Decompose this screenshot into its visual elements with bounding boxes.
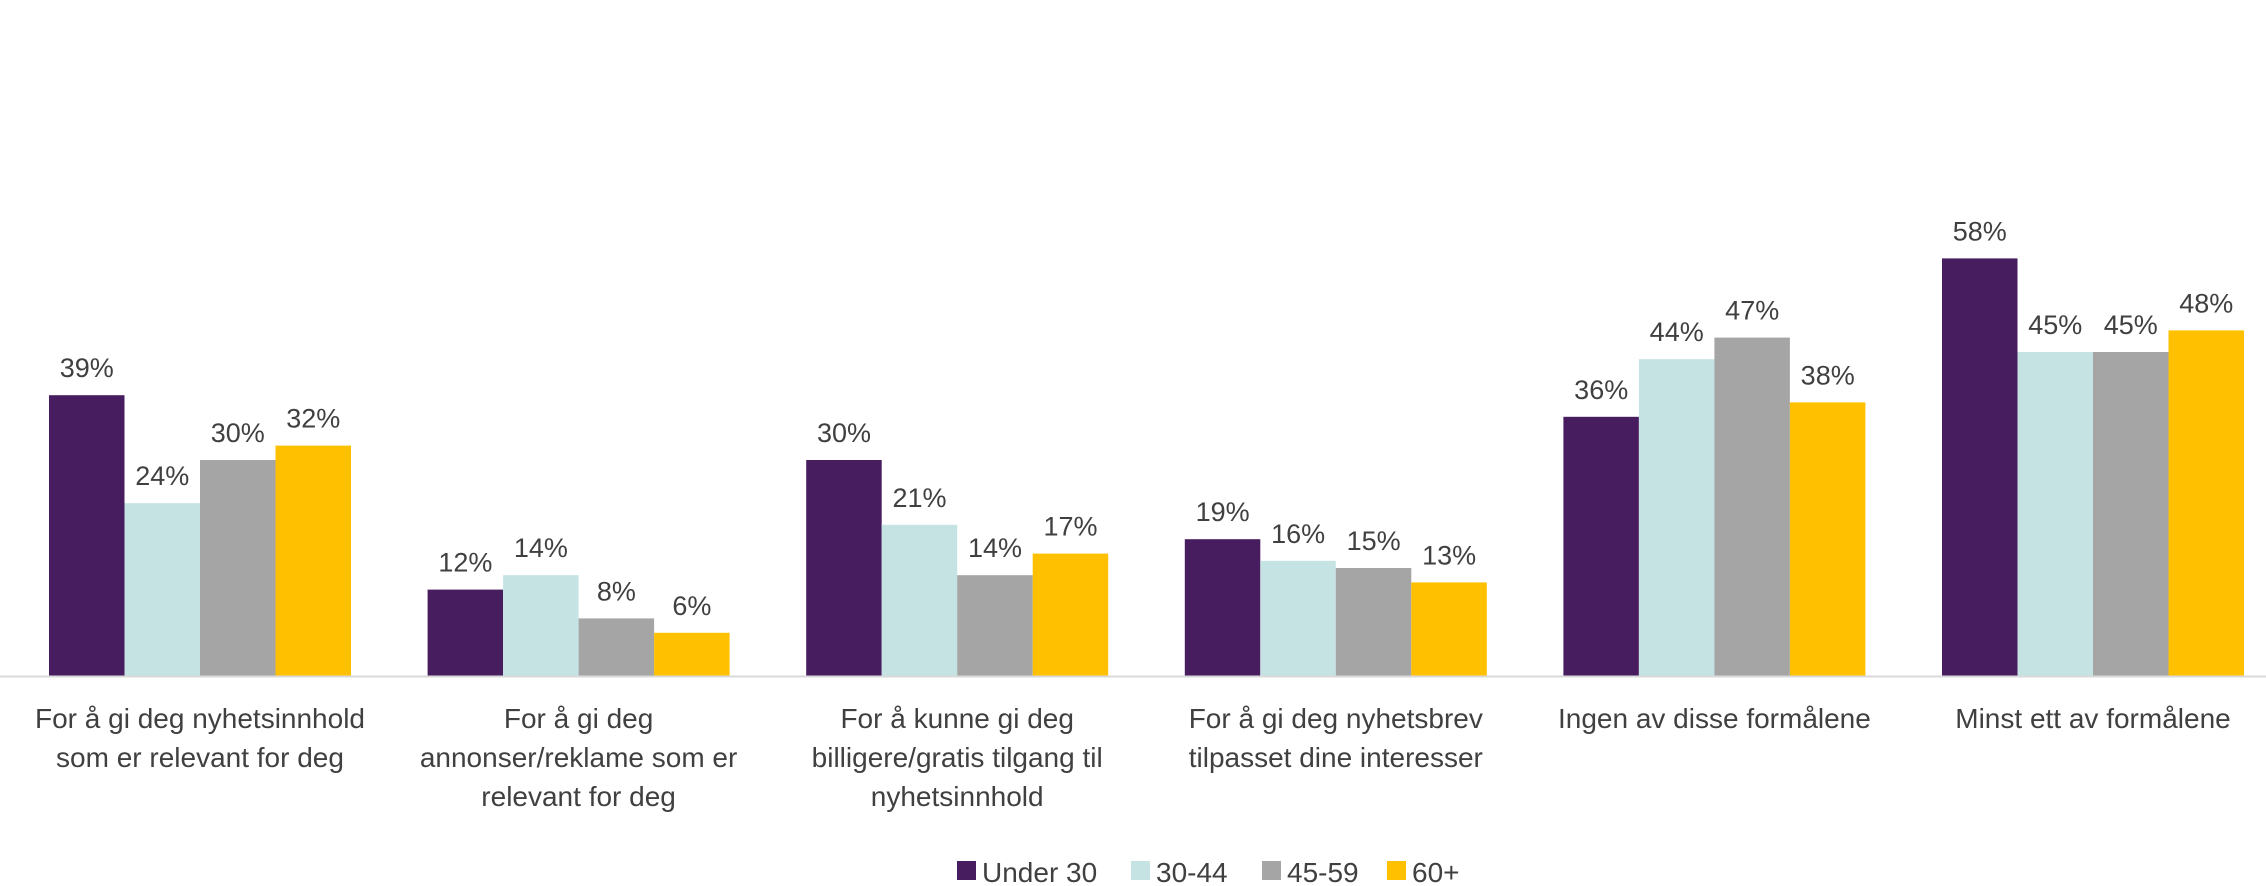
data-labels-layer: 39% 24% 30% 32% 12% 14% 8% 6% 30% 21% 14% 17% 19% 16%… [60, 216, 2234, 620]
data-label: 44% [1650, 317, 1704, 347]
data-label: 30% [817, 418, 871, 448]
data-label: 24% [135, 461, 189, 491]
bar [957, 575, 1033, 676]
category-label-line: billigere/gratis tilgang til [812, 742, 1103, 773]
data-label: 13% [1422, 540, 1476, 570]
bar [1335, 568, 1412, 676]
data-label: 32% [286, 404, 340, 434]
category-label-line: For å kunne gi deg [840, 703, 1074, 734]
category-label-line: annonser/reklame som er [420, 742, 737, 773]
bar [1714, 337, 1790, 676]
legend-swatch [1262, 861, 1281, 880]
category-label-line: For å gi deg nyhetsinnhold [35, 703, 365, 734]
legend-label: 45-59 [1287, 857, 1359, 886]
legend-label: 30-44 [1156, 857, 1228, 886]
category-label: For å gi deg nyhetsbrev tilpasset dine in… [1189, 703, 1483, 773]
data-label: 21% [892, 483, 946, 513]
data-label: 16% [1271, 519, 1325, 549]
bar [654, 632, 730, 676]
data-label: 19% [1196, 497, 1250, 527]
data-label: 8% [597, 576, 636, 606]
bar [503, 575, 579, 676]
category-label: Ingen av disse formålene [1558, 703, 1871, 734]
category-label-line: nyhetsinnhold [871, 781, 1044, 812]
category-label-line: som er relevant for deg [56, 742, 344, 773]
data-label: 14% [514, 533, 568, 563]
bar [1942, 258, 2018, 676]
legend-swatch [1387, 861, 1406, 880]
data-label: 47% [1725, 296, 1779, 326]
data-label: 45% [2104, 310, 2158, 340]
bar [1260, 560, 1336, 676]
legend-label: Under 30 [982, 857, 1097, 886]
data-label: 39% [60, 353, 114, 383]
bar [427, 589, 504, 676]
bar [2168, 330, 2244, 676]
category-label: For å gi deg nyhetsinnhold som er relevan… [35, 703, 365, 773]
bar [1638, 359, 1715, 676]
category-label-line: Ingen av disse formålene [1558, 703, 1871, 734]
data-label: 45% [2028, 310, 2082, 340]
legend-label: 60+ [1412, 857, 1460, 886]
category-label-line: For å gi deg [504, 703, 653, 734]
category-label: For å kunne gi deg billigere/gratis tilga… [812, 703, 1103, 812]
data-label: 48% [2179, 288, 2233, 318]
data-label: 17% [1043, 512, 1097, 542]
bar [124, 503, 200, 676]
legend-swatch [1131, 861, 1150, 880]
bars-layer [49, 258, 2244, 676]
bar [1032, 553, 1109, 676]
bar [200, 460, 276, 676]
bar [1563, 416, 1639, 676]
bar [49, 395, 125, 676]
category-label: Minst ett av formålene [1955, 703, 2230, 734]
data-label: 6% [672, 591, 711, 621]
bar [881, 524, 958, 676]
data-label: 30% [211, 418, 265, 448]
category-label-line: relevant for deg [481, 781, 676, 812]
bar [1789, 402, 1866, 676]
legend: Under 30 30-44 45-59 60+ [957, 857, 1460, 886]
legend-swatch [957, 861, 976, 880]
category-label-line: Minst ett av formålene [1955, 703, 2230, 734]
data-label: 38% [1801, 360, 1855, 390]
bar [275, 445, 351, 676]
bar [2017, 352, 2093, 676]
data-label: 14% [968, 533, 1022, 563]
data-label: 58% [1953, 216, 2007, 246]
category-label: For å gi deg annonser/reklame som er relev… [420, 703, 737, 812]
bar [1184, 539, 1261, 676]
bar [806, 460, 882, 676]
category-label-line: tilpasset dine interesser [1189, 742, 1483, 773]
bar [578, 618, 655, 676]
category-label-line: For å gi deg nyhetsbrev [1189, 703, 1483, 734]
data-label: 12% [438, 548, 492, 578]
bar [1411, 582, 1487, 676]
data-label: 36% [1574, 375, 1628, 405]
data-label: 15% [1347, 526, 1401, 556]
category-labels-layer: For å gi deg nyhetsinnhold som er relevan… [35, 703, 2231, 812]
bar [2093, 352, 2169, 676]
